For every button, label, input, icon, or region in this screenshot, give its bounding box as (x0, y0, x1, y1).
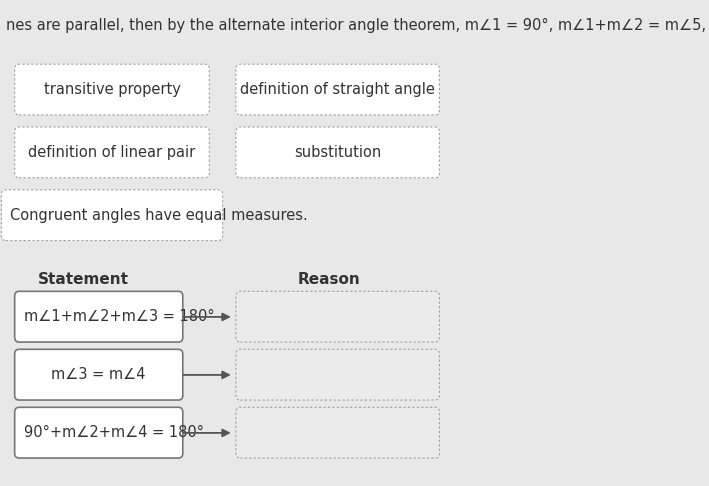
Text: Statement: Statement (38, 272, 129, 287)
Text: Reason: Reason (298, 272, 360, 287)
Text: m∠3 = m∠4: m∠3 = m∠4 (52, 367, 146, 382)
FancyBboxPatch shape (15, 291, 183, 342)
Text: substitution: substitution (294, 145, 381, 160)
Text: nes are parallel, then by the alternate interior angle theorem, m∠1 = 90°, m∠1+m: nes are parallel, then by the alternate … (6, 18, 709, 34)
Text: definition of straight angle: definition of straight angle (240, 82, 435, 97)
Text: 90°+m∠2+m∠4 = 180°: 90°+m∠2+m∠4 = 180° (23, 425, 203, 440)
Text: Congruent angles have equal measures.: Congruent angles have equal measures. (10, 208, 308, 223)
FancyBboxPatch shape (15, 127, 209, 178)
FancyBboxPatch shape (236, 291, 440, 342)
FancyBboxPatch shape (236, 64, 440, 115)
Text: m∠1+m∠2+m∠3 = 180°: m∠1+m∠2+m∠3 = 180° (23, 309, 214, 324)
FancyBboxPatch shape (236, 407, 440, 458)
FancyBboxPatch shape (236, 349, 440, 400)
Text: definition of linear pair: definition of linear pair (28, 145, 196, 160)
FancyBboxPatch shape (1, 190, 223, 241)
FancyBboxPatch shape (15, 64, 209, 115)
FancyBboxPatch shape (15, 407, 183, 458)
FancyBboxPatch shape (236, 127, 440, 178)
Text: transitive property: transitive property (43, 82, 180, 97)
FancyBboxPatch shape (15, 349, 183, 400)
